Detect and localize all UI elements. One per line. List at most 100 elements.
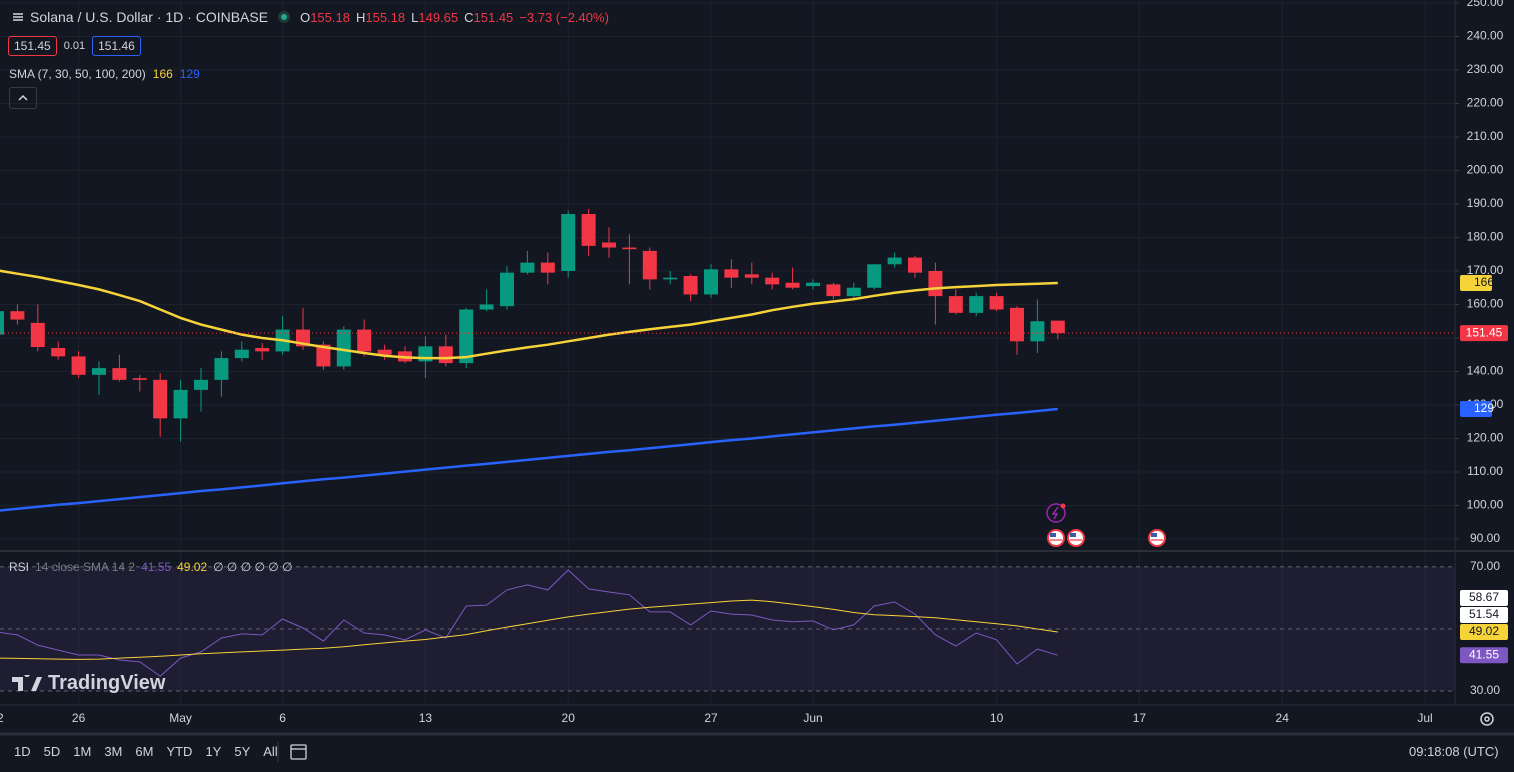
candle-body <box>602 242 616 248</box>
ask[interactable]: 151.46 <box>92 36 141 56</box>
rsi-line <box>0 599 1058 660</box>
y-tick-label: 70.00 <box>1470 559 1500 573</box>
candle-body <box>806 282 820 287</box>
candle-body <box>194 379 208 390</box>
rsi-badge-text: 58.67 <box>1469 590 1499 604</box>
flag-icon <box>1151 533 1157 537</box>
logo[interactable]: TradingView <box>12 672 165 695</box>
spread: 0.01 <box>63 40 86 52</box>
x-tick-label: 20 <box>562 711 576 725</box>
candle-body <box>0 311 4 335</box>
x-tick-label: 24 <box>1276 711 1290 725</box>
candle-body <box>51 348 66 357</box>
range-button[interactable]: All <box>263 744 278 759</box>
rsi-badge-text: 41.55 <box>1469 647 1499 661</box>
settings-icon <box>1484 716 1490 722</box>
candle-body <box>622 247 637 250</box>
range-bar: 1D 5D 1M 3M 6M YTD 1Y 5Y All <box>14 744 278 759</box>
candle-body <box>744 274 759 278</box>
candle-body <box>132 378 147 380</box>
sma-line <box>0 269 1058 360</box>
y-tick-label: 140.00 <box>1467 364 1504 378</box>
range-button[interactable]: 5D <box>43 744 61 759</box>
x-tick-label: Jul <box>1417 711 1432 725</box>
y-tick-label: 240.00 <box>1467 29 1504 43</box>
event-badge <box>1060 503 1066 509</box>
ohlc-prefix: C <box>464 9 474 25</box>
candle-body <box>92 368 106 375</box>
x-tick-label: 17 <box>1133 711 1147 725</box>
clock: 09:18:08 (UTC) <box>1409 744 1499 759</box>
candle-body <box>989 296 1004 310</box>
y-tick-label: 120.00 <box>1467 431 1504 445</box>
rsi-badge: 58.67 <box>1460 590 1508 607</box>
y-tick-label: 30.00 <box>1470 683 1500 697</box>
x-tick-label: 27 <box>704 711 718 725</box>
y-tick-label: 180.00 <box>1467 230 1504 244</box>
rsi-badge-text: 51.54 <box>1469 607 1499 621</box>
menu-icon[interactable] <box>12 11 24 23</box>
candle-body <box>785 282 800 288</box>
rsi-badge-bg <box>1460 590 1508 607</box>
rsi-settings: 14 close SMA 14 2 <box>35 560 136 574</box>
y-tick-label: 200.00 <box>1467 163 1504 177</box>
rsi-badge-bg <box>1460 624 1508 641</box>
x-tick-label: 26 <box>72 711 86 725</box>
candle-body <box>234 349 249 359</box>
rsi-value: 41.55 <box>141 560 172 574</box>
bid[interactable]: 151.45 <box>8 36 57 56</box>
calendar-icon <box>290 744 307 760</box>
logo-text: TradingView <box>48 672 166 694</box>
candle-body <box>928 270 943 297</box>
candle-body <box>908 257 922 273</box>
ohlc: O155.18 H155.18 L149.65 C151.45 −3.73 (−… <box>300 10 609 25</box>
candle-body <box>683 276 698 295</box>
candle-body <box>581 214 596 246</box>
x-tick-label: 22 <box>0 711 4 725</box>
quote-row: 151.45 0.01 151.46 <box>8 36 141 56</box>
ohlc-low: 149.65 <box>418 9 459 25</box>
sma-badge-bg <box>1460 275 1492 292</box>
candle-body <box>336 329 351 367</box>
y-tick-label: 170.00 <box>1467 263 1504 277</box>
symbol: Solana / U.S. Dollar · 1D · COINBASE <box>30 9 269 25</box>
y-tick-label: 190.00 <box>1467 196 1504 210</box>
y-tick-label: 230.00 <box>1467 62 1504 76</box>
range-button[interactable]: 1Y <box>205 744 222 759</box>
range-button[interactable]: 1M <box>73 744 92 759</box>
ohlc-prefix: O <box>300 9 311 25</box>
candle-body <box>1030 321 1045 342</box>
rsi-extra: ∅ ∅ ∅ ∅ ∅ ∅ <box>213 560 293 574</box>
candle-body <box>867 264 882 288</box>
y-tick-label: 220.00 <box>1467 96 1504 110</box>
rsi-badge-text: 49.02 <box>1469 624 1499 638</box>
candle-body <box>459 309 474 364</box>
candle-body <box>540 262 555 273</box>
y-tick-label: 90.00 <box>1470 531 1500 545</box>
y-tick-label: 100.00 <box>1467 498 1504 512</box>
range-button[interactable]: 3M <box>104 744 123 759</box>
range-button[interactable]: 6M <box>135 744 154 759</box>
rsi-badge: 51.54 <box>1460 607 1508 624</box>
candle-body <box>642 250 657 280</box>
event-icon <box>1046 503 1066 523</box>
candle-body <box>479 304 494 310</box>
range-button[interactable]: 5Y <box>234 744 251 759</box>
logo-icon <box>12 674 42 691</box>
candle-body <box>1050 320 1065 334</box>
y-tick-label: 250.00 <box>1467 0 1504 9</box>
range-button[interactable]: 1D <box>14 744 31 759</box>
sma-line <box>0 407 1058 512</box>
collapse-button[interactable] <box>9 87 37 109</box>
price-badge-text: 151.45 <box>1466 325 1503 339</box>
candle-body <box>71 356 86 375</box>
range-button[interactable]: YTD <box>166 744 193 759</box>
rsi-line <box>0 569 1058 677</box>
candle-body <box>765 277 780 285</box>
sma-value: 166 <box>152 67 173 81</box>
candle-body <box>887 257 902 265</box>
status-dot <box>278 11 291 23</box>
rsi-title: RSI <box>9 560 30 574</box>
